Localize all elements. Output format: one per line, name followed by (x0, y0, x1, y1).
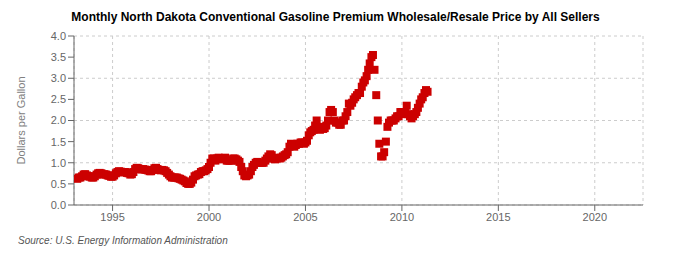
html-text:Source: U.S. Energy Informatio: Source: U.S. Energy Information Administ… (18, 235, 228, 246)
html-text:Monthly North Dakota Conventio: Monthly North Dakota Conventional Gasoli… (71, 10, 600, 24)
svg-text:2.5: 2.5 (51, 93, 66, 105)
svg-text:1.5: 1.5 (51, 136, 66, 148)
svg-text:3.5: 3.5 (51, 51, 66, 63)
svg-text:4.0: 4.0 (51, 30, 66, 42)
svg-text:2005: 2005 (293, 211, 317, 223)
svg-text:2.0: 2.0 (51, 114, 66, 126)
svg-text:3.0: 3.0 (51, 72, 66, 84)
svg-text:1.0: 1.0 (51, 157, 66, 169)
svg-text:0.5: 0.5 (51, 178, 66, 190)
svg-text:2015: 2015 (486, 211, 510, 223)
svg-text:2000: 2000 (197, 211, 221, 223)
svg-text:Dollars per Gallon: Dollars per Gallon (15, 76, 27, 164)
svg-text:2020: 2020 (583, 211, 607, 223)
svg-text:0.0: 0.0 (51, 199, 66, 211)
svg-text:1995: 1995 (100, 211, 124, 223)
svg-text:2010: 2010 (390, 211, 414, 223)
